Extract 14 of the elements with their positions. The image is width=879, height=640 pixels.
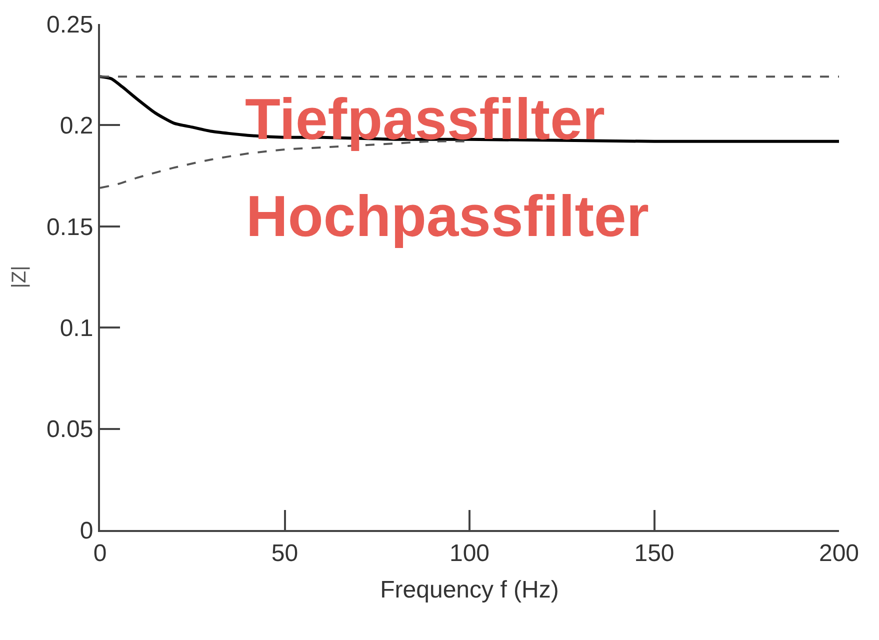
y-axis-title: |Z| [8, 266, 30, 288]
y-tick-label: 0.15 [46, 214, 94, 241]
x-tick-label: 100 [449, 540, 490, 567]
x-tick-label: 50 [271, 540, 298, 567]
y-tick-label: 0.1 [60, 315, 94, 342]
y-tick-label: 0.2 [60, 112, 94, 140]
y-tick-label: 0 [80, 517, 94, 544]
x-tick-label: 200 [818, 540, 860, 567]
y-tick-label: 0.05 [46, 416, 94, 444]
annotation: Hochpassfilter [246, 184, 649, 249]
annotation: Tiefpassfilter [245, 87, 605, 152]
x-tick-label: 150 [634, 540, 674, 567]
x-axis-title: Frequency f (Hz) [380, 576, 559, 604]
y-tick-label: 0.25 [46, 11, 94, 38]
